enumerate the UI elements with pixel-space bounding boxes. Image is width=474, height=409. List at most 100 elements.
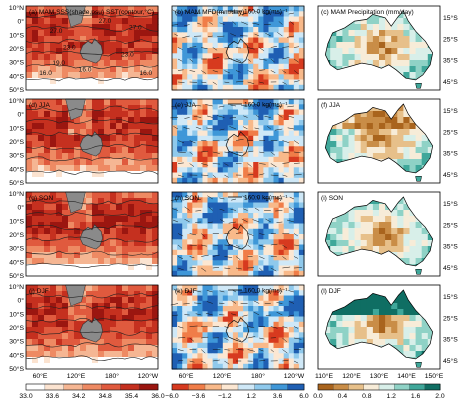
prec-cell [367,240,374,247]
prec-cell [355,228,362,235]
sss-cell [32,228,39,235]
prec-cell [397,339,404,346]
prec-cell [336,234,343,241]
sss-cell [116,117,123,124]
mfd-cell [218,218,224,224]
mfd-cell [213,317,219,323]
mfd-cell [197,162,203,168]
mfd-cell [228,22,234,28]
sss-cell [92,24,99,31]
sss-cell [80,246,87,253]
prec-cell [342,339,349,346]
sss-cell [92,123,99,130]
mfd-cell [218,43,224,49]
sss-cell [128,198,135,205]
prec-cell [361,240,368,247]
sss-cell [98,345,105,352]
mfd-cell [172,359,178,365]
mfd-cell [187,80,193,86]
prec-cell [367,123,374,130]
mfd-cell [218,22,224,28]
prec-cell [367,42,374,49]
sss-cell [110,60,117,67]
mfd-cell [228,208,234,214]
sss-cell [110,135,117,142]
sss-cell [104,30,111,37]
prec-cell [373,309,380,316]
sss-cell [104,123,111,130]
mfd-cell [208,218,214,224]
sss-cell [32,72,39,79]
sss-cell [38,327,45,334]
mfd-cell [182,27,188,33]
mfd-cell [294,306,300,312]
sss-cell [146,252,153,259]
mfd-cell [269,250,275,256]
prec-cell [422,327,429,334]
prec-cell [342,36,349,43]
mfd-cell [187,157,193,163]
mfd-cell [223,306,229,312]
mfd-cell [238,306,244,312]
sss-cell [26,339,33,346]
sss-cell [32,30,39,37]
sss-cell [104,333,111,340]
mfd-cell [289,306,295,312]
mfd-cell [248,239,254,245]
sss-cell [146,204,153,211]
prec-cell [403,228,410,235]
mfd-cell [192,301,198,307]
sss-cell [86,165,93,172]
lon-tick-label: 120°W [284,372,305,380]
mfd-cell [203,338,209,344]
prec-cell [361,309,368,316]
prec-cell [361,54,368,61]
sss-cell [56,216,63,223]
prec-cell [410,159,417,166]
mfd-cell [187,234,193,240]
prec-cell [336,48,343,55]
mfd-cell [197,296,203,302]
mfd-cell [289,343,295,349]
prec-cell [403,222,410,229]
sss-cell [116,339,123,346]
prec-cell [403,54,410,61]
mfd-cell [177,120,183,126]
sss-cell [104,228,111,235]
sss-cell [80,123,87,130]
sss-cell [110,351,117,358]
sss-cell [50,327,57,334]
mfd-cell [258,131,264,137]
mfd-cell [248,338,254,344]
mfd-cell [197,110,203,116]
lat-tick-label: 20°S [9,45,24,53]
mfd-cell [218,192,224,198]
mfd-cell [187,110,193,116]
prec-cell [410,258,417,265]
sss-cell [62,111,69,118]
mfd-cell [263,338,269,344]
mfd-cell [284,115,290,121]
sss-cell [26,141,33,148]
prec-cell [361,24,368,31]
mfd-cell [208,285,214,291]
mfd-cell [223,99,229,105]
mfd-panel-label: (b) MAM MFD(mm/day) [175,9,244,16]
colorbar-swatch [255,384,272,390]
prec-cell [367,48,374,55]
prec-cell [422,147,429,154]
mfd-cell [263,141,269,147]
prec-cell [336,240,343,247]
mfd-cell [248,32,254,38]
sss-cell [128,258,135,265]
prec-cell [373,327,380,334]
prec-cell [367,24,374,31]
mfd-cell [228,74,234,80]
sss-cell [68,240,75,247]
mfd-cell [294,110,300,116]
sss-cell [56,252,63,259]
sss-cell [92,309,99,316]
prec-cell [330,135,337,142]
mfd-cell [218,131,224,137]
